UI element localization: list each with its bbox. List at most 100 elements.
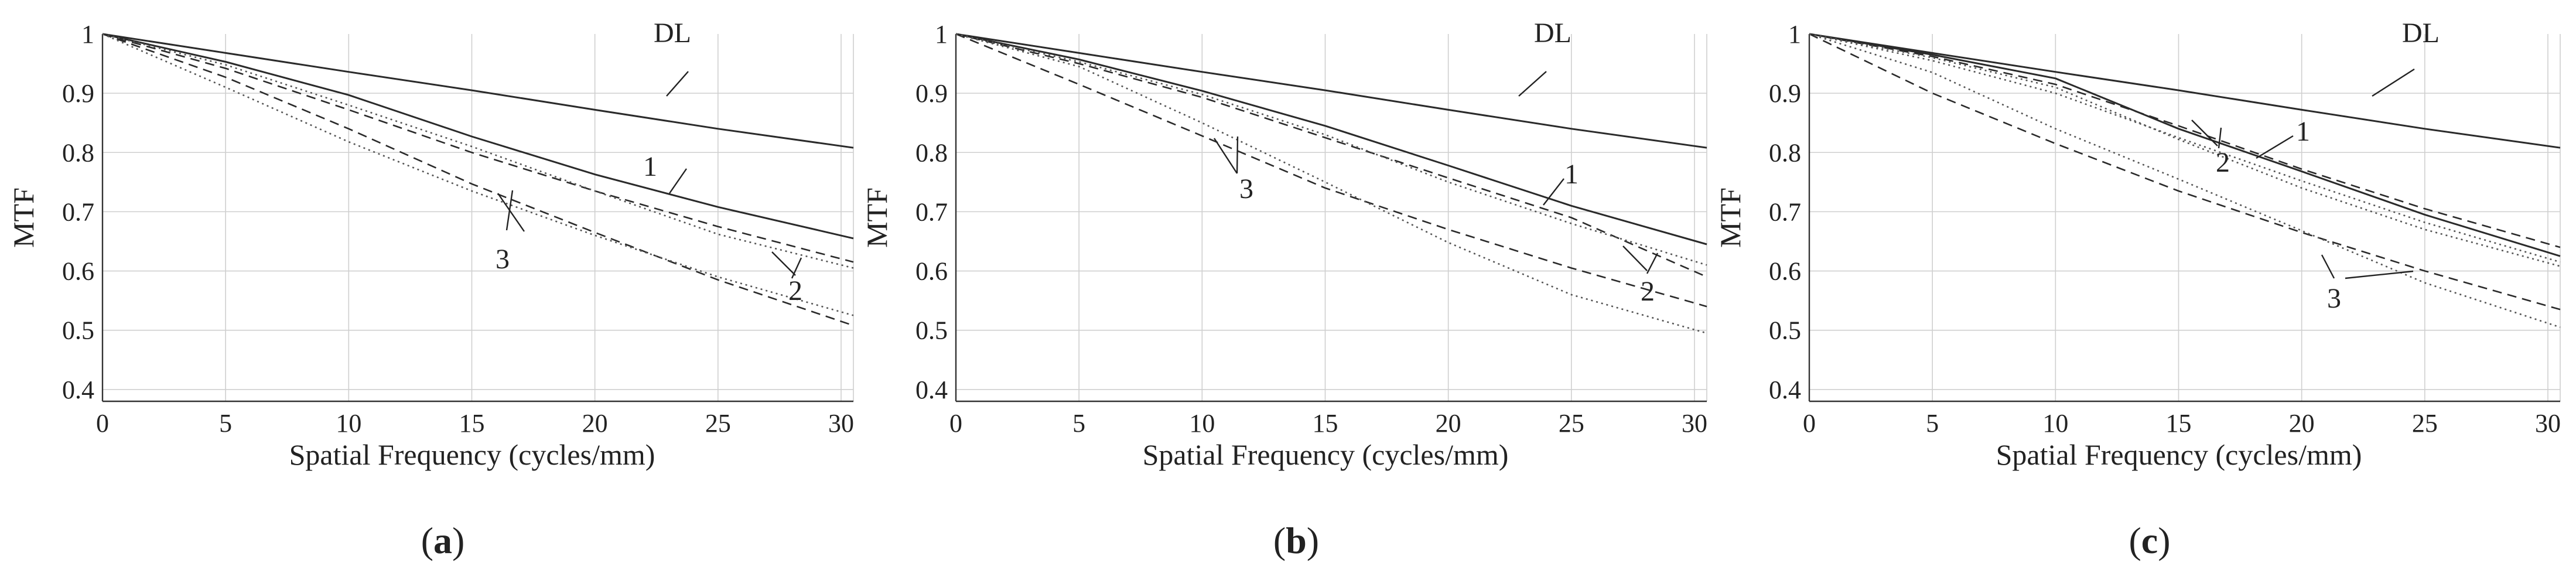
x-tick-label: 15 — [459, 409, 484, 438]
series-line-3-dotted — [102, 33, 854, 316]
y-tick-label: 0.8 — [1769, 138, 1801, 167]
x-tick-label: 30 — [2535, 409, 2561, 438]
x-tick-label: 10 — [336, 409, 361, 438]
gridlines — [956, 34, 1707, 401]
y-tick-label: 0.9 — [915, 79, 948, 108]
panel-label: (a) — [421, 520, 465, 561]
x-tick-label: 25 — [705, 409, 731, 438]
x-tick-label: 25 — [1559, 409, 1584, 438]
annotation-label: DL — [1534, 18, 1571, 49]
x-tick-label: 5 — [1926, 409, 1939, 438]
annotation-label: 3 — [1239, 173, 1253, 204]
y-tick-label: 0.8 — [915, 138, 948, 167]
y-tick-label: 0.7 — [915, 197, 948, 226]
gridlines — [103, 34, 854, 401]
x-tick-label: 20 — [1436, 409, 1461, 438]
annotation-leader — [669, 168, 687, 194]
y-tick-label: 0.6 — [1769, 257, 1801, 286]
annotation-label: 1 — [1564, 159, 1579, 190]
series-line-2-dashed — [102, 33, 854, 263]
y-tick-label: 1 — [935, 20, 948, 49]
panel-label-close: ) — [2158, 520, 2170, 561]
y-tick-label: 0.4 — [915, 376, 948, 404]
x-axis-title: Spatial Frequency (cycles/mm) — [1143, 438, 1509, 471]
series-line-3-dotted — [955, 33, 1707, 334]
y-tick-label: 1 — [1788, 20, 1801, 49]
y-tick-label: 0.4 — [1769, 376, 1801, 404]
annotation-label: 1 — [643, 151, 657, 182]
y-tick-label: 0.7 — [1769, 197, 1801, 226]
annotation-leader — [2321, 254, 2335, 279]
y-tick-label: 0.7 — [62, 197, 94, 226]
panel-label-open: ( — [2129, 520, 2141, 561]
x-tick-label: 5 — [1072, 409, 1085, 438]
annotation-leader — [1543, 178, 1564, 206]
annotation-leader — [1622, 245, 1648, 271]
x-tick-label: 0 — [96, 409, 109, 438]
annotation-label: 2 — [1641, 276, 1655, 307]
y-tick-label: 0.5 — [915, 316, 948, 345]
annotation-leader — [771, 251, 796, 276]
annotation-label: DL — [654, 18, 691, 49]
annotation-leader — [1518, 71, 1547, 97]
series-line-3-dotted — [1809, 33, 2561, 328]
panel-label-close: ) — [452, 520, 464, 561]
y-axis-title: MTF — [7, 187, 40, 248]
annotation-leader — [497, 193, 525, 232]
annotation-leader — [1236, 136, 1239, 174]
y-tick-label: 0.5 — [62, 316, 94, 345]
series-line-3-dashed — [1809, 33, 2561, 311]
x-tick-label: 20 — [2289, 409, 2315, 438]
series-line-DL — [955, 33, 1707, 149]
series-line-DL — [1809, 33, 2561, 149]
panel-label-letter: c — [2141, 520, 2158, 561]
x-axis-title: Spatial Frequency (cycles/mm) — [1996, 438, 2362, 471]
y-tick-label: 1 — [81, 20, 94, 49]
series-line-1 — [1809, 33, 2561, 257]
series-line-3-dashed — [955, 33, 1707, 308]
y-tick-label: 0.8 — [62, 138, 94, 167]
x-tick-label: 15 — [2165, 409, 2191, 438]
annotation-leader — [2372, 68, 2415, 97]
panel-label-letter: b — [1286, 520, 1307, 561]
y-tick-label: 0.9 — [62, 79, 94, 108]
series-line-2-faint — [1809, 33, 2561, 267]
y-tick-label: 0.4 — [62, 376, 94, 404]
x-axis-title: Spatial Frequency (cycles/mm) — [289, 438, 655, 471]
panel-label-close: ) — [1307, 520, 1319, 561]
annotation-leader — [1213, 138, 1238, 174]
y-tick-label: 0.9 — [1769, 79, 1801, 108]
x-tick-label: 0 — [949, 409, 962, 438]
x-tick-label: 30 — [828, 409, 854, 438]
annotation-leader — [2191, 120, 2218, 146]
panel-label: (b) — [1273, 520, 1319, 561]
series-line-3-dashed — [102, 33, 854, 326]
annotation-leader — [1646, 253, 1659, 274]
gridlines — [1809, 34, 2561, 401]
y-axis-title: MTF — [1714, 187, 1747, 248]
x-tick-label: 10 — [2042, 409, 2068, 438]
x-tick-label: 20 — [582, 409, 608, 438]
annotation-leader — [2218, 127, 2222, 149]
annotation-label: DL — [2402, 18, 2440, 49]
chart-panel-c: 0 5 10 15 20 25 30 0.4 0.5 0.6 0.7 0.8 0.9 1 Spatial F… — [1714, 20, 2561, 561]
annotation-leader — [666, 71, 689, 97]
x-tick-label: 5 — [219, 409, 232, 438]
chart-panel-b: 0 5 10 15 20 25 30 0.4 0.5 0.6 0.7 0.8 0.9 1 Spatial F… — [860, 20, 1707, 561]
panel-label-open: ( — [421, 520, 433, 561]
series-line-2-dotted — [955, 33, 1707, 266]
series-line-1 — [102, 33, 854, 240]
panel-label: (c) — [2129, 520, 2170, 561]
series-line-1-dashed — [1809, 33, 2561, 248]
panel-label-open: ( — [1273, 520, 1286, 561]
chart-panel-a: 0 5 10 15 20 25 30 0.4 0.5 0.6 0.7 0.8 0.9 1 Spatial F… — [7, 20, 854, 561]
x-tick-label: 15 — [1312, 409, 1338, 438]
annotation-label: 1 — [2296, 116, 2310, 147]
x-tick-label: 25 — [2412, 409, 2438, 438]
annotation-leader — [2345, 270, 2414, 279]
x-tick-label: 10 — [1189, 409, 1215, 438]
x-tick-label: 30 — [1682, 409, 1707, 438]
series-line-2-dotted — [1809, 33, 2561, 263]
annotation-leader — [791, 257, 802, 279]
